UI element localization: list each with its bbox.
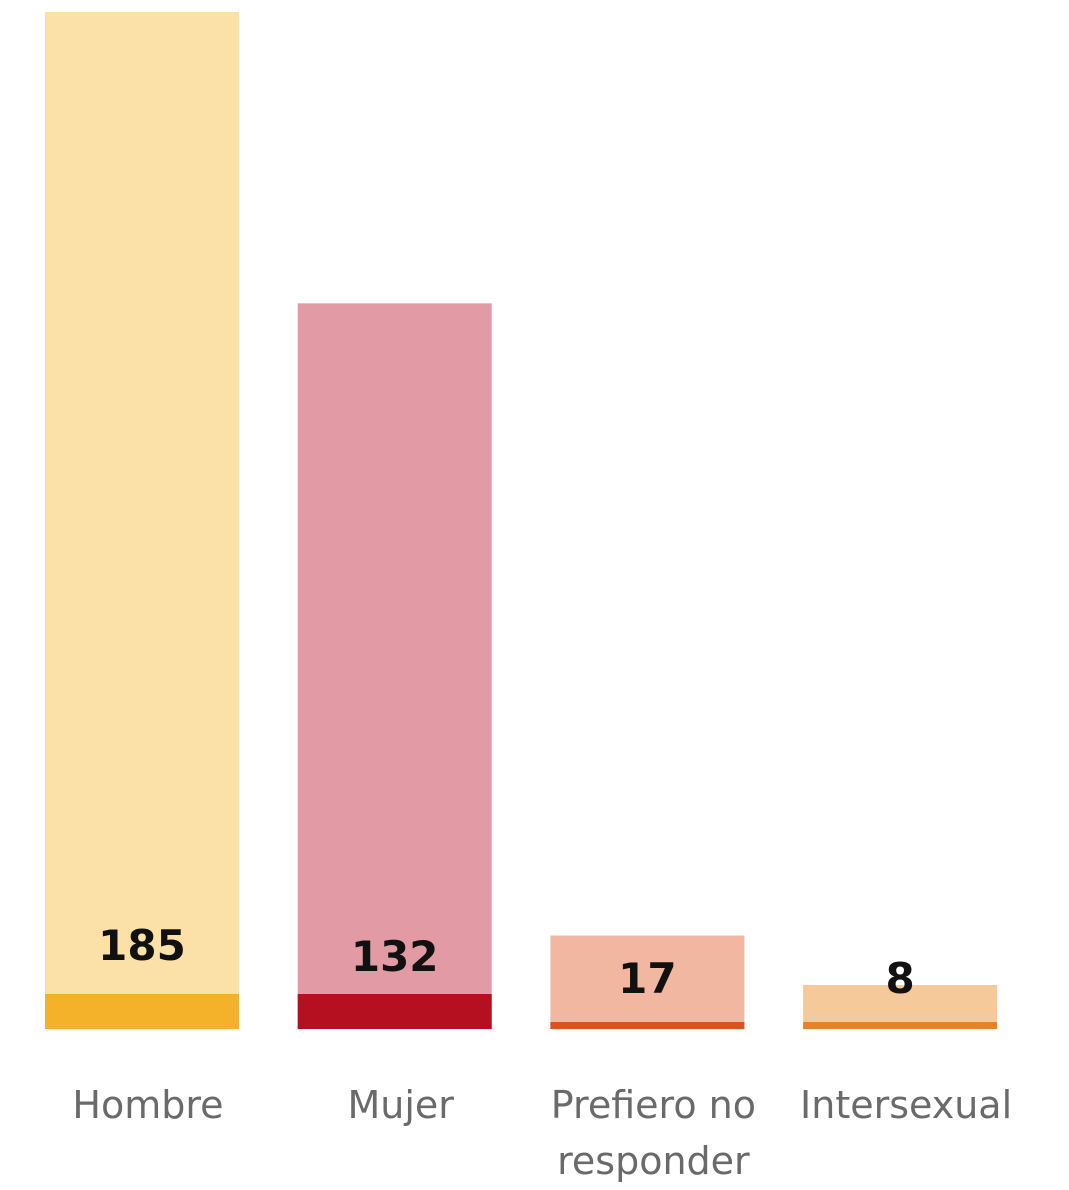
value-label-hombre: 185 (98, 921, 186, 970)
bar-accent-hombre (45, 994, 239, 1029)
category-label-line: Mujer (347, 1083, 454, 1127)
category-label-mujer: Mujer (347, 1083, 454, 1127)
category-label-prefiero-no-responder: Prefiero no responder (551, 1083, 756, 1183)
category-label-line: Hombre (72, 1083, 223, 1127)
category-label-hombre: Hombre (72, 1083, 223, 1127)
bar-prefiero-no-responder (550, 935, 745, 1029)
category-labels-layer: Hombre Mujer Prefiero no responder Intersexu… (72, 1083, 1012, 1183)
category-label-intersexual: Intersexual (800, 1083, 1012, 1127)
bar-intersexual (803, 985, 998, 1029)
category-label-line: Prefiero no (551, 1083, 756, 1127)
value-label-mujer: 132 (351, 932, 439, 981)
bar-hombre (45, 12, 239, 1029)
value-labels-layer: 185 132 17 8 (98, 921, 915, 1003)
value-label-prefiero-no-responder: 17 (618, 954, 676, 1003)
value-label-intersexual: 8 (885, 954, 914, 1003)
bar-accent-intersexual (803, 1022, 998, 1029)
bar-accent-prefiero-no-responder (550, 1022, 745, 1029)
bars-layer (45, 12, 998, 1029)
category-label-line: responder (557, 1139, 750, 1183)
bar-accent-mujer (297, 994, 492, 1029)
category-label-line: Intersexual (800, 1083, 1012, 1127)
bar-mujer (297, 303, 492, 1029)
